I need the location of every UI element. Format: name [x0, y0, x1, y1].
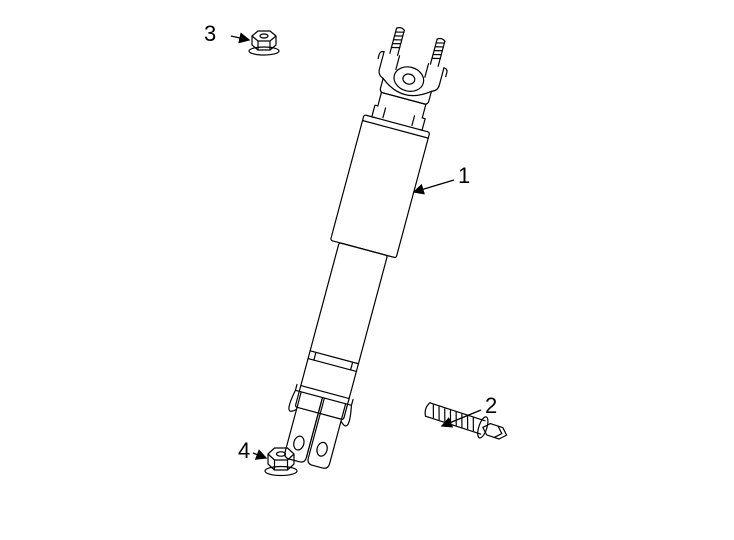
callout-labels: 1 2 3 4	[204, 21, 497, 463]
upper-nut	[249, 31, 279, 55]
callout-3-label: 3	[204, 21, 216, 46]
callout-4-label: 4	[238, 438, 250, 463]
lower-nut	[265, 448, 297, 476]
callout-1-label: 1	[458, 163, 470, 188]
callout-2-label: 2	[485, 393, 497, 418]
parts-diagram: 1 2 3 4	[0, 0, 734, 540]
